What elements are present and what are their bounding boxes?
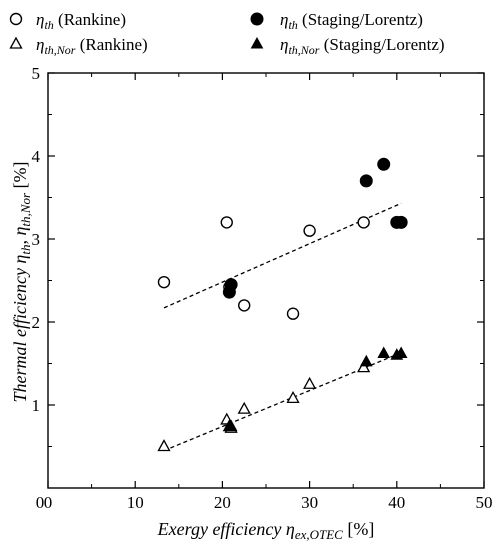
y-tick-label: 2 xyxy=(32,313,41,332)
legend-entry-staging-thnor: ηth,Nor (Staging/Lorentz) xyxy=(250,35,445,57)
x-tick-label: 0 xyxy=(44,493,53,512)
point-staging-th xyxy=(359,174,373,188)
data-points xyxy=(157,157,408,452)
legend-entry-rankine-thnor: ηth,Nor (Rankine) xyxy=(9,35,148,57)
trendline xyxy=(163,202,402,309)
x-axis-title: Exergy efficiency ηex,OTEC [%] xyxy=(157,519,375,542)
legend-label-rankine-thnor: ηth,Nor (Rankine) xyxy=(36,35,148,57)
legend-label-staging-thnor: ηth,Nor (Staging/Lorentz) xyxy=(280,35,445,57)
point-staging-th xyxy=(394,215,408,229)
point-rankine-thnor xyxy=(357,360,371,373)
y-tick-label: 4 xyxy=(32,147,41,166)
legend-label-staging-th: ηth (Staging/Lorentz) xyxy=(280,10,423,32)
trendlines xyxy=(163,202,402,452)
x-tick-label: 40 xyxy=(388,493,405,512)
legend-entry-staging-th: ηth (Staging/Lorentz) xyxy=(250,10,423,32)
point-rankine-th xyxy=(303,224,316,237)
legend-marker-triangle-filled xyxy=(250,36,264,49)
legend-marker-circle-open xyxy=(9,12,23,26)
y-tick-label: 5 xyxy=(32,64,41,83)
point-rankine-th xyxy=(357,216,370,229)
point-staging-th xyxy=(377,157,391,171)
x-tick-label: 10 xyxy=(127,493,144,512)
legend-entry-rankine-th: ηth (Rankine) xyxy=(9,10,126,32)
point-rankine-th xyxy=(220,216,233,229)
x-tick-label: 20 xyxy=(214,493,231,512)
point-staging-th xyxy=(224,278,238,292)
axis-ticks xyxy=(47,72,485,488)
point-rankine-thnor xyxy=(286,391,300,404)
point-staging-thnor xyxy=(359,354,373,367)
y-tick-label: 3 xyxy=(32,230,41,249)
point-rankine-th xyxy=(237,299,251,312)
y-axis-title: Thermal efficiency ηth, ηth,Nor [%] xyxy=(10,161,33,402)
point-staging-thnor xyxy=(394,346,408,359)
point-rankine-th xyxy=(286,307,300,320)
point-rankine-thnor xyxy=(157,439,171,452)
origin-tick-label: 0 xyxy=(36,493,45,512)
point-rankine-thnor xyxy=(237,401,251,414)
point-rankine-th xyxy=(157,275,171,289)
legend: ηth (Rankine) ηth (Staging/Lorentz) ηth,… xyxy=(9,10,445,57)
plot-frame xyxy=(47,72,485,489)
point-staging-thnor xyxy=(224,419,238,432)
point-rankine-thnor xyxy=(303,376,317,389)
legend-marker-circle-filled xyxy=(250,12,264,26)
x-tick-label: 50 xyxy=(476,493,493,512)
legend-marker-triangle-open xyxy=(9,36,23,49)
point-staging-thnor xyxy=(377,346,391,359)
x-tick-label: 30 xyxy=(301,493,318,512)
legend-label-rankine-th: ηth (Rankine) xyxy=(36,10,126,32)
y-tick-label: 1 xyxy=(32,396,41,415)
